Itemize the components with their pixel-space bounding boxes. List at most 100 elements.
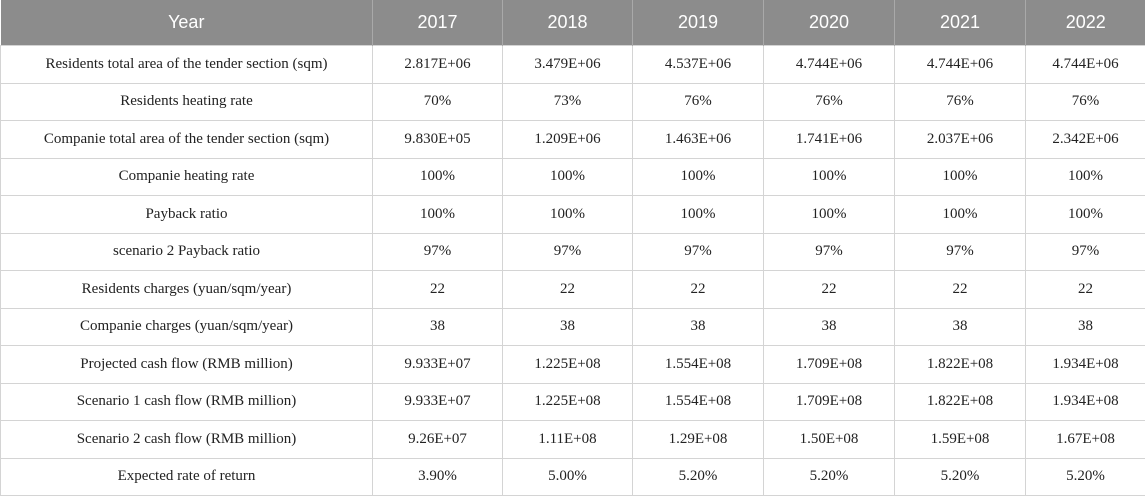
table-cell: 38: [372, 307, 503, 346]
header-2021: 2021: [894, 0, 1026, 46]
header-2017: 2017: [372, 0, 503, 46]
table-cell: 38: [632, 307, 764, 346]
table-row: Projected cash flow (RMB million) 9.933E…: [0, 345, 1145, 384]
table-cell: 100%: [502, 157, 633, 196]
table-cell: 22: [372, 270, 503, 309]
table-cell: 97%: [632, 232, 764, 271]
table-cell: 22: [1025, 270, 1145, 309]
table-cell: 1.59E+08: [894, 420, 1026, 459]
table-cell: 4.744E+06: [1025, 45, 1145, 84]
table-cell: 38: [1025, 307, 1145, 346]
table-cell: 100%: [372, 157, 503, 196]
row-label: Scenario 1 cash flow (RMB million): [0, 382, 373, 421]
table-cell: 1.709E+08: [763, 382, 895, 421]
table-cell: 5.20%: [632, 457, 764, 496]
table-cell: 4.744E+06: [894, 45, 1026, 84]
table-cell: 22: [632, 270, 764, 309]
table-row: Payback ratio 100% 100% 100% 100% 100% 1…: [0, 195, 1145, 234]
table-cell: 100%: [894, 195, 1026, 234]
table-cell: 1.50E+08: [763, 420, 895, 459]
table-row: Expected rate of return 3.90% 5.00% 5.20…: [0, 457, 1145, 496]
table-cell: 100%: [763, 157, 895, 196]
table-cell: 1.67E+08: [1025, 420, 1145, 459]
table-cell: 5.20%: [894, 457, 1026, 496]
table-cell: 2.342E+06: [1025, 120, 1145, 159]
table-row: Scenario 1 cash flow (RMB million) 9.933…: [0, 382, 1145, 421]
table-cell: 70%: [372, 82, 503, 121]
table-cell: 100%: [1025, 195, 1145, 234]
row-label: Residents charges (yuan/sqm/year): [0, 270, 373, 309]
table-cell: 1.554E+08: [632, 382, 764, 421]
table-cell: 100%: [894, 157, 1026, 196]
table-cell: 3.90%: [372, 457, 503, 496]
header-year: Year: [0, 0, 373, 46]
table-cell: 9.830E+05: [372, 120, 503, 159]
row-label: Companie total area of the tender sectio…: [0, 120, 373, 159]
table-cell: 100%: [372, 195, 503, 234]
table-cell: 4.537E+06: [632, 45, 764, 84]
table-cell: 100%: [502, 195, 633, 234]
table-row: Residents charges (yuan/sqm/year) 22 22 …: [0, 270, 1145, 309]
table-cell: 1.29E+08: [632, 420, 764, 459]
table-cell: 97%: [502, 232, 633, 271]
table-cell: 1.554E+08: [632, 345, 764, 384]
table-cell: 38: [763, 307, 895, 346]
table-cell: 1.11E+08: [502, 420, 633, 459]
table-cell: 5.20%: [763, 457, 895, 496]
row-label: Residents total area of the tender secti…: [0, 45, 373, 84]
header-2022: 2022: [1025, 0, 1145, 46]
table-cell: 38: [894, 307, 1026, 346]
table-row: scenario 2 Payback ratio 97% 97% 97% 97%…: [0, 232, 1145, 271]
table-cell: 97%: [1025, 232, 1145, 271]
header-row: Year 2017 2018 2019 2020 2021 2022: [0, 0, 1145, 46]
table-cell: 1.741E+06: [763, 120, 895, 159]
table-cell: 100%: [632, 157, 764, 196]
table-row: Companie total area of the tender sectio…: [0, 120, 1145, 159]
row-label: Expected rate of return: [0, 457, 373, 496]
table-cell: 1.209E+06: [502, 120, 633, 159]
table-row: Residents total area of the tender secti…: [0, 45, 1145, 84]
row-label: Scenario 2 cash flow (RMB million): [0, 420, 373, 459]
table-cell: 97%: [372, 232, 503, 271]
table-cell: 76%: [632, 82, 764, 121]
row-label: Residents heating rate: [0, 82, 373, 121]
header-2019: 2019: [632, 0, 764, 46]
table-cell: 1.822E+08: [894, 345, 1026, 384]
row-label: Payback ratio: [0, 195, 373, 234]
table-cell: 5.00%: [502, 457, 633, 496]
table-cell: 1.934E+08: [1025, 382, 1145, 421]
row-label: scenario 2 Payback ratio: [0, 232, 373, 271]
table-cell: 76%: [1025, 82, 1145, 121]
table-row: Companie charges (yuan/sqm/year) 38 38 3…: [0, 307, 1145, 346]
table-row: Scenario 2 cash flow (RMB million) 9.26E…: [0, 420, 1145, 459]
table-cell: 5.20%: [1025, 457, 1145, 496]
table-cell: 97%: [894, 232, 1026, 271]
header-2020: 2020: [763, 0, 895, 46]
table-cell: 9.933E+07: [372, 382, 503, 421]
table-cell: 3.479E+06: [502, 45, 633, 84]
table-cell: 1.822E+08: [894, 382, 1026, 421]
table-cell: 2.817E+06: [372, 45, 503, 84]
row-label: Companie charges (yuan/sqm/year): [0, 307, 373, 346]
row-label: Projected cash flow (RMB million): [0, 345, 373, 384]
table-cell: 100%: [1025, 157, 1145, 196]
table-cell: 22: [763, 270, 895, 309]
table-cell: 100%: [763, 195, 895, 234]
table-cell: 1.225E+08: [502, 382, 633, 421]
table-cell: 38: [502, 307, 633, 346]
table-cell: 9.933E+07: [372, 345, 503, 384]
table-cell: 22: [502, 270, 633, 309]
table-cell: 1.934E+08: [1025, 345, 1145, 384]
table-cell: 4.744E+06: [763, 45, 895, 84]
table-cell: 76%: [894, 82, 1026, 121]
table-row: Companie heating rate 100% 100% 100% 100…: [0, 157, 1145, 196]
table-row: Residents heating rate 70% 73% 76% 76% 7…: [0, 82, 1145, 121]
table-cell: 1.225E+08: [502, 345, 633, 384]
table-cell: 22: [894, 270, 1026, 309]
table-cell: 73%: [502, 82, 633, 121]
table-cell: 97%: [763, 232, 895, 271]
table-cell: 2.037E+06: [894, 120, 1026, 159]
table-cell: 9.26E+07: [372, 420, 503, 459]
table-cell: 1.463E+06: [632, 120, 764, 159]
